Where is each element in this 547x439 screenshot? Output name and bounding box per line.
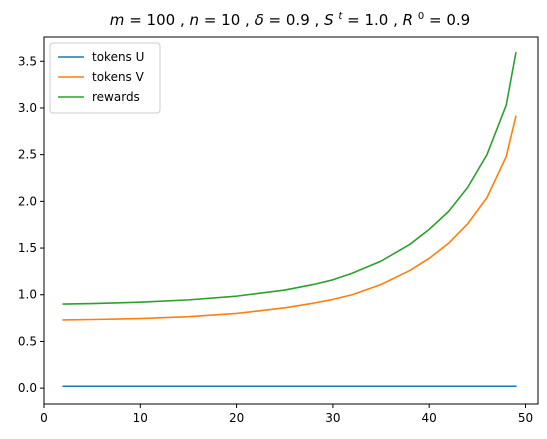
y-tick-label: 1.0 [18, 288, 37, 302]
x-tick-label: 20 [229, 411, 244, 425]
title-n-value: 10 [221, 11, 240, 29]
y-tick-label: 2.5 [18, 148, 37, 162]
plot-area-frame [43, 36, 539, 405]
title-delta-value: 0.9 [286, 11, 310, 29]
title-n-name: n [190, 11, 200, 29]
title-m-name: m [110, 11, 125, 29]
title-delta-name: δ [255, 11, 264, 29]
title-s-name: S [324, 11, 334, 29]
y-tick-label: 0.0 [18, 381, 37, 395]
x-tick-label: 0 [40, 411, 48, 425]
y-tick-label: 3.0 [18, 101, 37, 115]
legend-box [49, 42, 161, 114]
x-tick-label: 50 [518, 411, 533, 425]
series-layer [62, 51, 517, 388]
chart-title: m = 100 , n = 10 , δ = 0.9 , S t = 1.0 ,… [110, 5, 470, 29]
x-tick-label: 10 [133, 411, 148, 425]
y-tick-label: 2.0 [18, 194, 37, 208]
legend-label-1: tokens V [92, 70, 145, 84]
x-tick-label: 30 [325, 411, 340, 425]
legend: tokens U tokens V rewards [49, 42, 161, 114]
y-tick-label: 0.5 [18, 334, 37, 348]
x-tick-label: 40 [422, 411, 437, 425]
y-tick-label: 3.5 [18, 54, 37, 68]
ticks-layer: 0 10 20 30 40 50 0.0 0.5 1.0 1.5 2.0 2.5 3.0 3.5 [18, 54, 533, 425]
legend-label-2: rewards [92, 90, 140, 104]
series-line-2 [62, 51, 517, 305]
legend-label-0: tokens U [92, 50, 144, 64]
title-m-value: 100 [147, 11, 176, 29]
title-s-sup: t [338, 11, 343, 22]
title-r-name: R [403, 11, 413, 29]
series-line-1 [62, 115, 517, 321]
title-r-sup: 0 [418, 11, 424, 22]
title-r-value: 0.9 [446, 11, 470, 29]
y-tick-label: 1.5 [18, 241, 37, 255]
title-s-value: 1.0 [364, 11, 388, 29]
